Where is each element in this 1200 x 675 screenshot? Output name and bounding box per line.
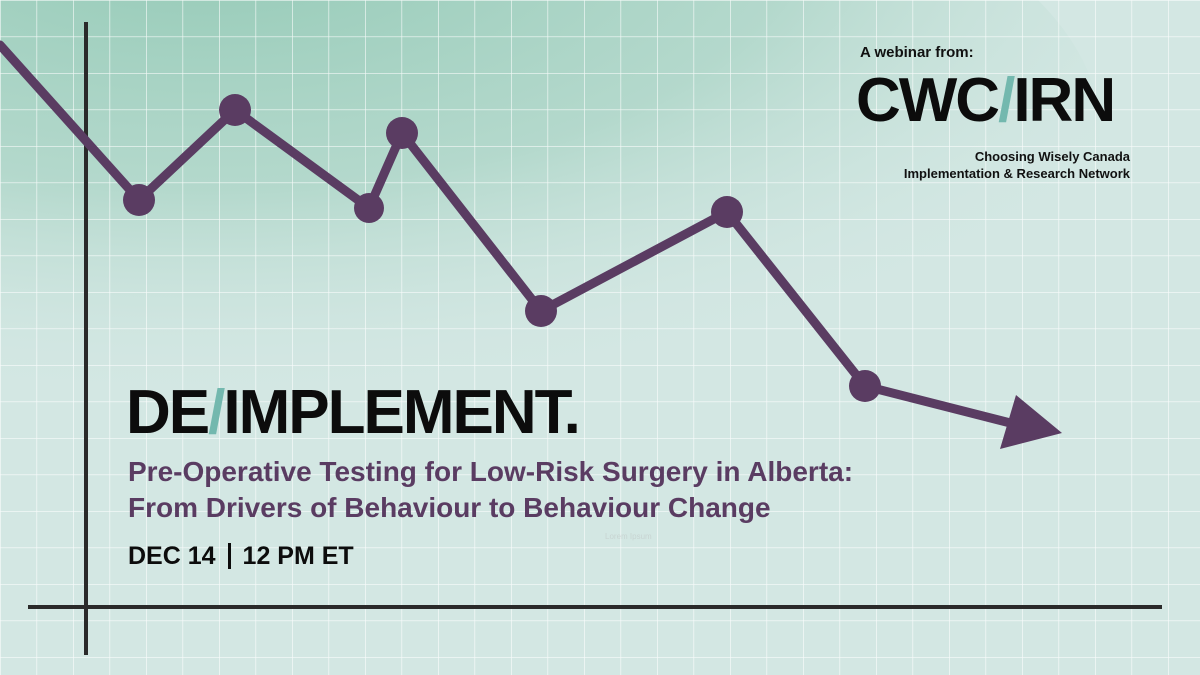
title-slash: /: [208, 378, 225, 447]
trend-point: [525, 295, 557, 327]
trend-point: [711, 196, 743, 228]
logo-right-text: IRN: [1013, 66, 1116, 135]
subtitle-line2: From Drivers of Behaviour to Behaviour C…: [128, 492, 771, 523]
watermark-text: Lorem Ipsum: [605, 532, 652, 541]
title-right-text: IMPLEMENT.: [223, 378, 580, 447]
trend-point: [219, 94, 251, 126]
org-name-line1: Choosing Wisely Canada: [974, 149, 1130, 164]
trend-point: [123, 184, 155, 216]
organization-name: Choosing Wisely Canada Implementation & …: [904, 148, 1130, 182]
logo-left-text: CWC: [856, 66, 1000, 135]
cwc-irn-logo: CWC/IRN: [856, 66, 1116, 136]
webinar-label: A webinar from:: [860, 44, 974, 61]
org-name-line2: Implementation & Research Network: [903, 166, 1130, 181]
event-title: DE/IMPLEMENT.: [126, 378, 581, 447]
logo-slash: /: [998, 66, 1015, 135]
trend-point: [386, 117, 418, 149]
trend-point: [354, 193, 384, 223]
title-left-text: DE: [126, 378, 210, 447]
trend-point: [849, 370, 881, 402]
event-time: 12 PM ET: [242, 542, 354, 570]
event-subtitle: Pre-Operative Testing for Low-Risk Surge…: [128, 454, 988, 526]
arrow-head-icon: [1000, 395, 1062, 449]
event-date: DEC 14: [128, 542, 216, 570]
date-separator: [227, 543, 231, 569]
event-datetime: DEC 14 12 PM ET: [128, 542, 354, 571]
subtitle-line1: Pre-Operative Testing for Low-Risk Surge…: [128, 456, 854, 487]
